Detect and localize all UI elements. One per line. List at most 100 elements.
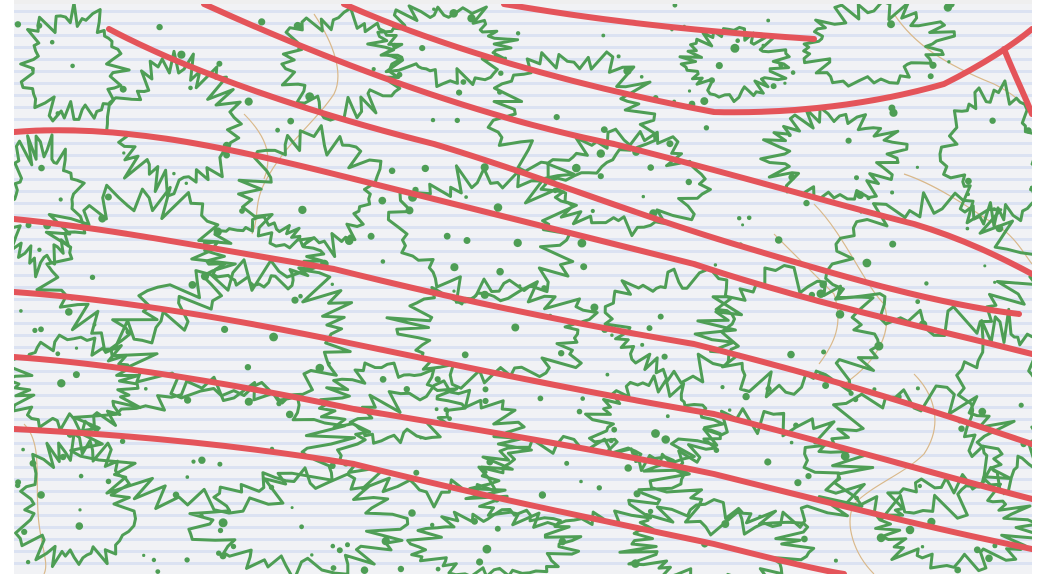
vegetation-dot xyxy=(661,353,668,360)
vegetation-dot xyxy=(293,21,302,30)
vegetation-dot xyxy=(564,460,570,466)
vegetation-dot xyxy=(790,70,796,75)
vegetation-dot xyxy=(70,63,75,69)
track-line xyxy=(14,216,1032,447)
vegetation-dot xyxy=(380,259,386,264)
vegetation-dot xyxy=(413,469,420,476)
vegetation-dot xyxy=(661,435,670,444)
vegetation-outline xyxy=(14,432,137,568)
vegetation-dot xyxy=(172,491,180,499)
vegetation-dot xyxy=(801,535,808,543)
vegetation-dot xyxy=(793,422,799,429)
track-line xyxy=(14,289,1032,502)
vegetation-dot xyxy=(685,178,692,186)
vegetation-dot xyxy=(992,543,998,549)
stripe xyxy=(14,478,1032,481)
vegetation-dot xyxy=(774,236,783,244)
vegetation-dot xyxy=(29,460,37,467)
vegetation-dot xyxy=(917,483,923,489)
vegetation-dot xyxy=(480,290,489,299)
stripe xyxy=(14,22,1032,25)
vegetation-dot xyxy=(239,208,245,214)
vegetation-outline xyxy=(14,333,142,436)
vegetation-outline xyxy=(486,50,657,183)
stripe xyxy=(14,382,1032,385)
vegetation-outline xyxy=(802,4,956,88)
vegetation-dot xyxy=(947,60,951,64)
stripe xyxy=(14,514,1032,517)
stripe xyxy=(14,154,1032,157)
vegetation-dot xyxy=(758,514,762,519)
vegetation-dot xyxy=(94,440,100,446)
vegetation-dot xyxy=(553,114,560,121)
vegetation-dot xyxy=(983,264,987,268)
vegetation-outline xyxy=(938,79,1032,228)
vegetation-dot xyxy=(887,20,895,29)
stripe xyxy=(14,238,1032,241)
vegetation-dot xyxy=(735,38,740,43)
vegetation-dot xyxy=(1029,187,1032,192)
vegetation-dot xyxy=(954,566,962,574)
vegetation-dot xyxy=(213,227,222,236)
vegetation-dot xyxy=(305,92,315,101)
vegetation-dot xyxy=(840,451,850,461)
vegetation-dot xyxy=(78,508,82,512)
vegetation-dot xyxy=(958,425,965,432)
stripe xyxy=(14,442,1032,445)
stripe xyxy=(14,226,1032,229)
vegetation-dot xyxy=(700,97,709,106)
vegetation-dot xyxy=(624,464,632,472)
vegetation-dot xyxy=(435,566,441,572)
vegetation-dot xyxy=(200,272,210,281)
vegetation-dot xyxy=(730,43,740,53)
map-canvas[interactable] xyxy=(14,4,1032,574)
vegetation-dot xyxy=(577,238,587,248)
vegetation-dot xyxy=(75,522,84,530)
stripe xyxy=(14,286,1032,289)
vegetation-outline xyxy=(19,4,131,123)
vegetation-dot xyxy=(737,216,742,221)
vegetation-dot xyxy=(856,191,865,199)
vegetation-dot xyxy=(920,545,925,549)
vegetation-dot xyxy=(142,553,146,558)
stripe xyxy=(14,394,1032,397)
vegetation-outline xyxy=(584,374,725,472)
vegetation-dot xyxy=(57,379,66,388)
stripe xyxy=(14,562,1032,565)
vegetation-dot xyxy=(803,199,810,207)
vegetation-dot xyxy=(708,77,716,84)
vegetation-dot xyxy=(21,447,25,452)
vegetation-dot xyxy=(978,407,987,416)
vegetation-dot xyxy=(720,385,725,390)
vegetation-dot xyxy=(742,392,750,401)
vegetation-dot xyxy=(184,181,188,185)
vegetation-dot xyxy=(330,565,337,571)
vegetation-dot xyxy=(611,426,618,433)
vegetation-dot xyxy=(15,482,21,489)
track-line xyxy=(14,127,1032,357)
vegetation-dot xyxy=(580,263,588,271)
stripe xyxy=(14,430,1032,433)
vegetation-outline xyxy=(406,508,583,574)
vegetation-dot xyxy=(874,341,884,351)
vegetation-dot xyxy=(989,117,996,124)
track-line xyxy=(14,426,847,574)
vegetation-dot xyxy=(482,386,489,393)
vegetation-dot xyxy=(379,376,387,383)
stripe xyxy=(14,358,1032,361)
vegetation-dot xyxy=(156,23,163,31)
vegetation-dot xyxy=(456,89,463,96)
vegetation-dot xyxy=(37,247,42,252)
vegetation-dot xyxy=(480,163,489,172)
vegetation-dot xyxy=(219,552,227,560)
vegetation-dot xyxy=(105,478,112,485)
vegetation-dot xyxy=(122,151,126,155)
stripe xyxy=(14,142,1032,145)
vegetation-dot xyxy=(230,543,237,550)
vegetation-dot xyxy=(327,361,331,366)
vegetation-outline xyxy=(280,6,404,122)
vegetation-dot xyxy=(915,386,920,391)
stripe xyxy=(14,190,1032,193)
stripe xyxy=(14,490,1032,493)
